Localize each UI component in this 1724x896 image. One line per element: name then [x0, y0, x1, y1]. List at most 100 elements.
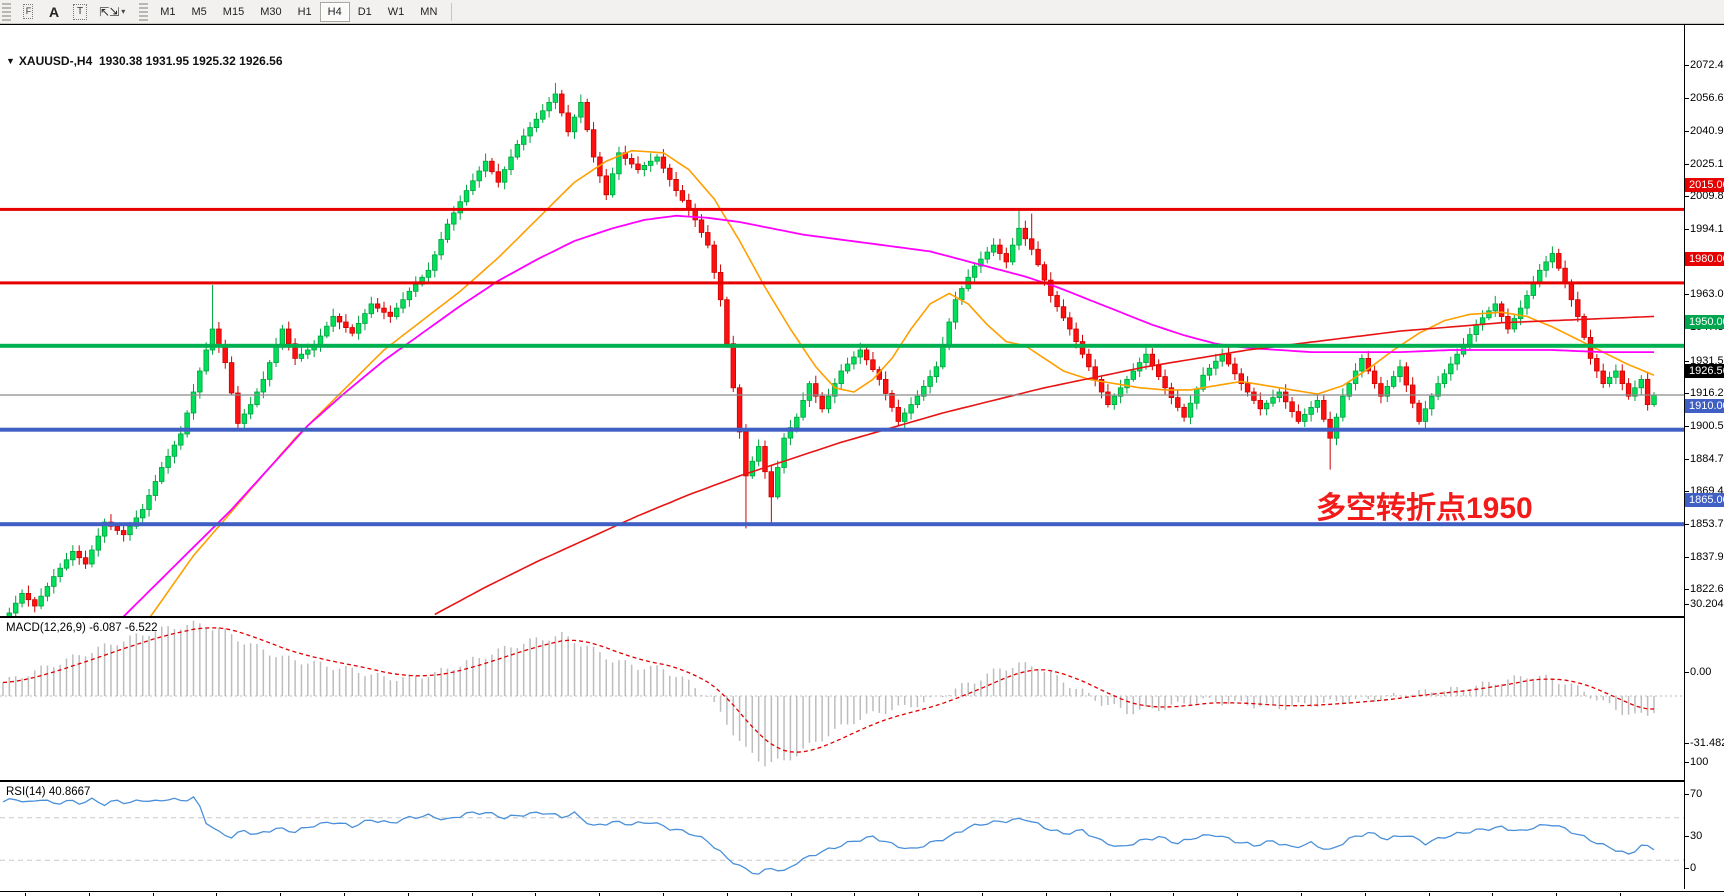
- text-label-tool-button[interactable]: A: [42, 2, 66, 22]
- axis-tick: [1685, 868, 1689, 869]
- arrows-tool-button[interactable]: ⇱⇲ ▾: [94, 2, 130, 22]
- text-tool-button[interactable]: T: [68, 2, 92, 22]
- panel-separator[interactable]: [0, 616, 1724, 618]
- axis-tick: [1685, 164, 1689, 166]
- close-value: 1926.56: [239, 54, 283, 68]
- axis-tick: [1685, 490, 1689, 492]
- axis-tick: [1685, 589, 1689, 591]
- macd-panel[interactable]: MACD(12,26,9) -6.087 -6.522: [0, 618, 1684, 780]
- axis-tick: [1685, 762, 1689, 763]
- price-tick-label: 1994.10: [1690, 223, 1724, 236]
- time-tick: [1428, 893, 1430, 896]
- axis-tick: [1685, 556, 1689, 558]
- price-chart-panel[interactable]: ▼ XAUUSD-,H4 1930.38 1931.95 1925.32 1926…: [0, 49, 1684, 616]
- axis-tick: [1685, 392, 1689, 394]
- axis-tick: [1685, 98, 1689, 100]
- axis-tick: [1685, 672, 1689, 673]
- axis-tick: [1685, 523, 1689, 525]
- rsi-tick-label: 0: [1690, 862, 1697, 874]
- macd-tick-label: 0.00: [1690, 666, 1712, 678]
- ma-mid-magenta: [122, 214, 1654, 616]
- time-tick: [982, 893, 983, 896]
- macd-signal-line: [2, 627, 1655, 753]
- timeframe-group: M1 M5 M15 M30 H1 H4 D1 W1 MN: [152, 1, 445, 22]
- ma-slow-red: [434, 315, 1655, 616]
- time-tick: [1173, 893, 1175, 896]
- chart-window: ▼ XAUUSD-,H4 1930.38 1931.95 1925.32 1926…: [0, 24, 1724, 896]
- time-tick: [1237, 893, 1239, 896]
- chevron-down-icon: ▾: [121, 7, 126, 16]
- timeframe-button-W1[interactable]: W1: [387, 5, 405, 18]
- arrows-icon: ⇱⇲: [99, 4, 120, 19]
- collapse-triangle-icon[interactable]: ▼: [6, 56, 15, 66]
- timeframe-button-M5[interactable]: M5: [191, 5, 207, 18]
- timeframe-button-H4[interactable]: H4: [319, 1, 350, 22]
- rsi-label: RSI(14) 40.8667: [6, 786, 91, 798]
- panel-separator-2[interactable]: [0, 780, 1724, 782]
- chart-title: ▼ XAUUSD-,H4 1930.38 1931.95 1925.32 1926…: [6, 54, 283, 68]
- price-tick-label: 1900.50: [1690, 419, 1724, 432]
- timeframe-button-D1[interactable]: D1: [357, 5, 372, 18]
- time-tick: [471, 893, 473, 896]
- time-tick: [407, 893, 409, 896]
- price-tick-label: 1963.05: [1690, 288, 1724, 301]
- timeframe-button-M15[interactable]: M15: [222, 5, 245, 18]
- price-tick-label: 2040.90: [1690, 125, 1724, 138]
- price-tick-label: 1884.75: [1690, 452, 1724, 465]
- toolbar: F A T ⇱⇲ ▾ M1 M5 M15 M30 H1 H4 D1 W1 MN: [0, 0, 1724, 24]
- timeframe-button-H1[interactable]: H1: [297, 5, 312, 18]
- price-tick-label: 1931.55: [1690, 354, 1724, 367]
- rsi-tick-label: 30: [1690, 830, 1703, 843]
- toolbar-grip[interactable]: [2, 2, 11, 21]
- price-tick-label: 1853.70: [1690, 517, 1724, 530]
- time-tick: [152, 893, 154, 896]
- current-price-badge: 1926.56: [1685, 364, 1724, 378]
- axis-tick: [1685, 836, 1689, 838]
- time-tick: [726, 893, 728, 896]
- level-badge-1865.00: 1865.00: [1685, 493, 1724, 508]
- time-axis[interactable]: 21 Jul 202022 Jul 20:0024 Jul 04:0027 Ju…: [0, 893, 1724, 896]
- axis-tick: [1685, 131, 1689, 133]
- time-tick: [280, 893, 282, 896]
- rsi-tick-label: 70: [1690, 787, 1703, 800]
- rsi-chart[interactable]: [0, 782, 1684, 892]
- price-tick-label: 2072.40: [1690, 59, 1724, 71]
- macd-label: MACD(12,26,9) -6.087 -6.522: [6, 622, 158, 634]
- macd-signal-value: -6.522: [124, 622, 158, 634]
- time-tick: [216, 893, 218, 896]
- candlestick-chart[interactable]: [0, 49, 1684, 616]
- time-tick: [1045, 893, 1047, 896]
- panel-separator-3: [0, 891, 1724, 892]
- time-tick: [1556, 893, 1558, 896]
- time-tick: [790, 893, 792, 896]
- axis-tick: [1685, 458, 1689, 460]
- low-value: 1925.32: [192, 54, 236, 68]
- fibonacci-tool-button[interactable]: F: [16, 2, 40, 22]
- axis-tick: [1685, 294, 1689, 296]
- timeframe-button-MN[interactable]: MN: [420, 5, 438, 18]
- text-icon: T: [73, 3, 88, 20]
- macd-chart[interactable]: [0, 618, 1684, 780]
- axis-tick: [1685, 603, 1689, 605]
- timeframe-button-M1[interactable]: M1: [160, 5, 176, 18]
- time-tick: [918, 893, 920, 896]
- toolbar-grip-2[interactable]: [139, 2, 149, 21]
- price-axis[interactable]: 2072.40 2056.65 2040.90 2025.15 2009.85 1994.…: [1684, 25, 1724, 889]
- ma-fast-orange: [149, 149, 1655, 616]
- price-tick-label: 2009.85: [1690, 190, 1724, 203]
- symbol-period-label: XAUUSD-,H4: [18, 54, 93, 68]
- level-badge-1950.00: 1950.00: [1685, 314, 1724, 329]
- rsi-panel[interactable]: RSI(14) 40.8667: [0, 782, 1684, 892]
- time-tick: [1492, 893, 1494, 896]
- timeframe-button-M30[interactable]: M30: [260, 5, 282, 18]
- time-tick: [88, 893, 90, 896]
- price-tick-label: 2056.65: [1690, 92, 1724, 105]
- text-label-icon: A: [48, 3, 60, 20]
- axis-tick: [1685, 360, 1689, 362]
- time-tick: [854, 893, 856, 896]
- axis-tick: [1685, 793, 1689, 795]
- time-tick: [1109, 893, 1111, 896]
- macd-tick-label: -31.482: [1690, 736, 1724, 749]
- price-tick-label: 1916.25: [1690, 386, 1724, 399]
